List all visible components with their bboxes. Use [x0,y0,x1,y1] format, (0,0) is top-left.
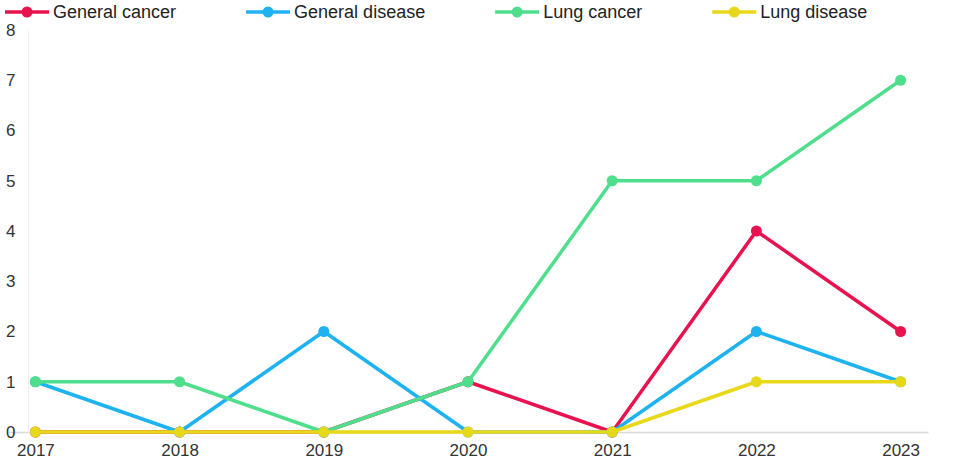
series-marker [318,427,329,438]
legend-item: Lung cancer [495,2,642,22]
series-marker [30,376,41,387]
y-tick-label: 5 [6,172,15,191]
legend-swatch-marker [22,7,33,18]
series-marker [751,226,762,237]
series-line [35,231,900,432]
x-tick-label: 2017 [17,441,55,460]
series-marker [607,427,618,438]
series-marker [30,427,41,438]
series-marker [174,427,185,438]
y-tick: 3 [6,272,28,291]
series-marker [174,427,185,438]
series-marker [318,326,329,337]
y-tick: 1 [6,373,28,392]
series-marker [463,427,474,438]
x-tick-label: 2023 [882,441,920,460]
plot-area [30,75,906,438]
y-tick-label: 4 [6,222,15,241]
series-marker [463,376,474,387]
y-tick-label: 0 [6,423,15,442]
legend-swatch-marker [263,7,274,18]
y-tick: 8 [6,21,28,40]
series-marker [463,427,474,438]
series-marker [895,376,906,387]
y-axis-line [28,31,29,433]
series-marker [895,326,906,337]
series-marker [607,175,618,186]
series-marker [30,376,41,387]
x-tick-label: 2018 [161,441,199,460]
series-line [35,382,900,432]
y-axis: 0 1 2 3 4 5 6 7 8 [6,21,29,442]
y-tick: 0 [6,423,28,442]
series-marker [751,175,762,186]
legend: General cancer General disease Lung cancer… [5,2,867,22]
y-tick: 6 [6,121,28,140]
x-tick-label: 2022 [738,441,776,460]
series-marker [30,427,41,438]
y-tick-label: 2 [6,322,15,341]
legend-label: Lung cancer [543,2,642,22]
series-marker [174,427,185,438]
series-marker [607,427,618,438]
legend-item: Lung disease [712,2,867,22]
y-tick: 2 [6,322,28,341]
series [30,376,906,437]
legend-swatch-marker [512,7,523,18]
series-marker [895,75,906,86]
x-tick-label: 2021 [594,441,632,460]
y-tick-label: 1 [6,373,15,392]
y-tick-label: 7 [6,71,15,90]
series-marker [318,427,329,438]
legend-item: General disease [246,2,425,22]
chart: 2017201820192020202120222023012345678Gen… [0,0,968,471]
legend-label: General disease [294,2,425,22]
legend-label: General cancer [53,2,176,22]
legend-swatch-marker [729,7,740,18]
legend-label: Lung disease [760,2,867,22]
x-tick-label: 2019 [305,441,343,460]
series-marker [751,376,762,387]
y-tick-label: 6 [6,121,15,140]
y-tick: 5 [6,172,28,191]
y-tick-label: 8 [6,21,15,40]
x-tick-label: 2020 [450,441,488,460]
series-marker [895,376,906,387]
y-tick: 7 [6,71,28,90]
x-tick: 2023 [882,432,920,460]
series-line [35,80,900,432]
series-marker [463,376,474,387]
series-marker [751,326,762,337]
series-marker [174,376,185,387]
legend-item: General cancer [5,2,176,22]
series [30,226,906,438]
series-marker [318,427,329,438]
series [30,75,906,438]
x-tick: 2022 [738,432,776,460]
y-tick: 4 [6,222,28,241]
y-tick-label: 3 [6,272,15,291]
series-marker [607,427,618,438]
